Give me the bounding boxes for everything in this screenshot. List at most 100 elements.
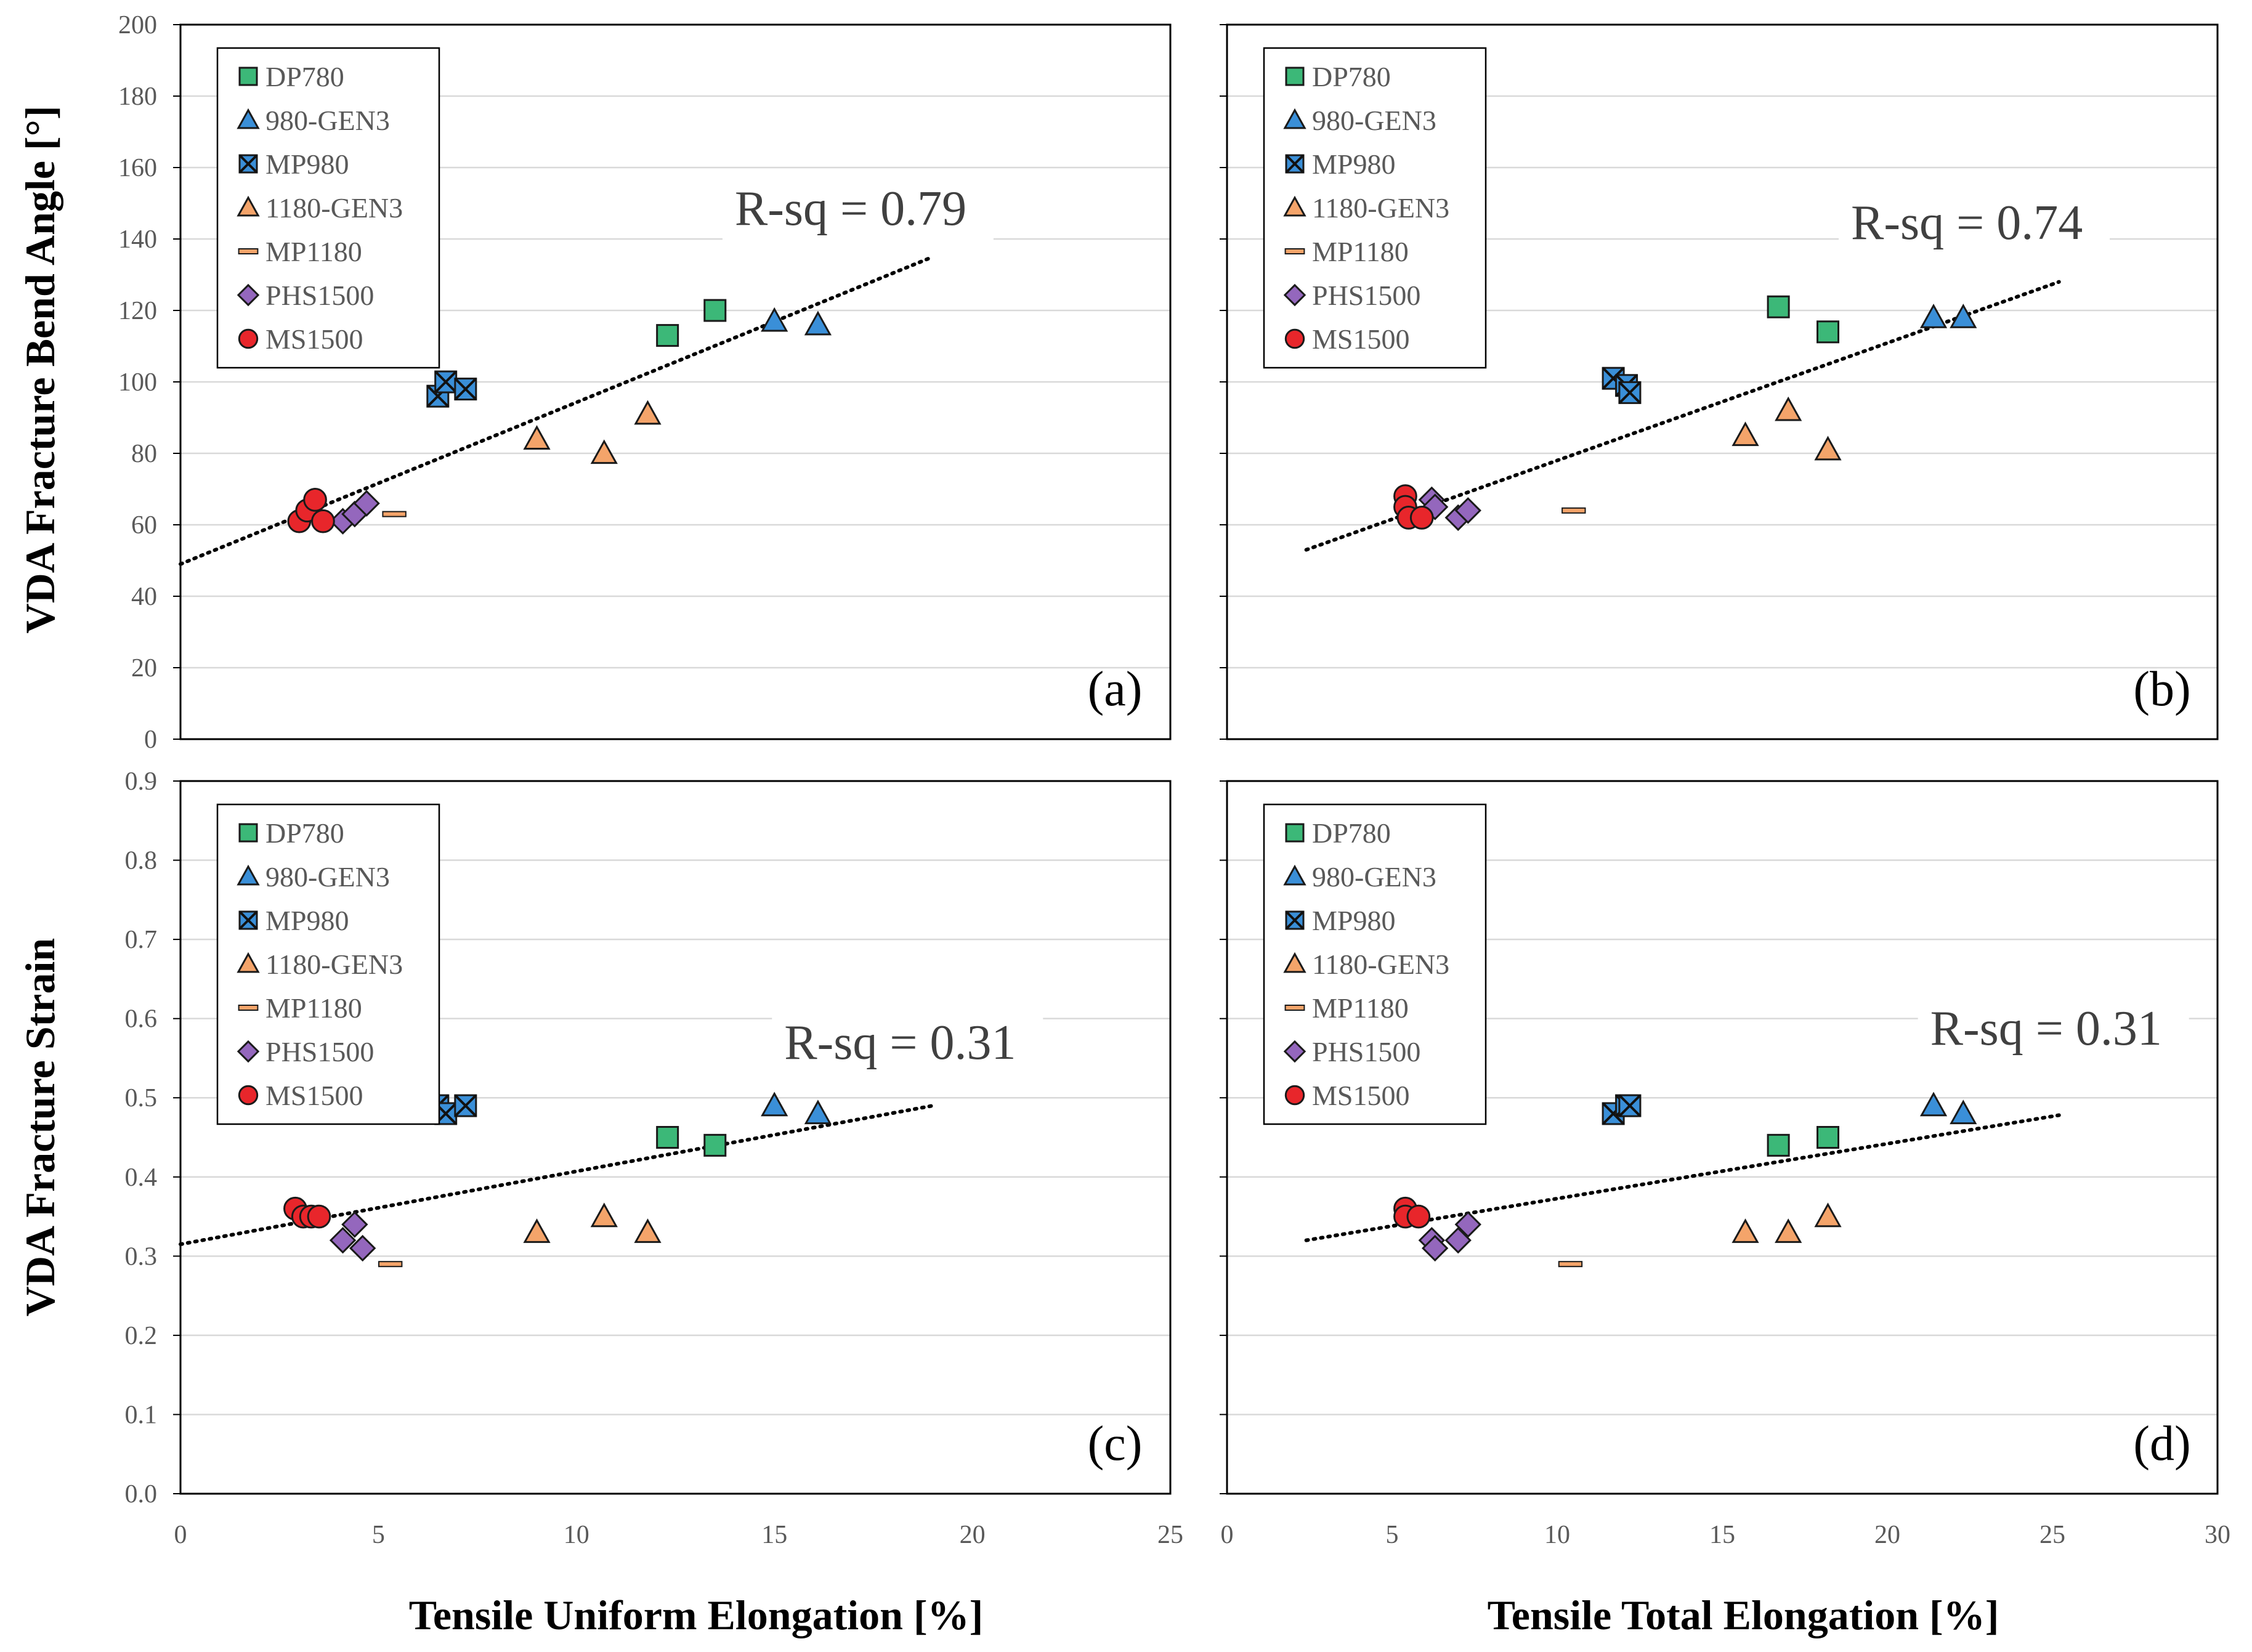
y-tick-label: 180 (118, 83, 157, 111)
data-point-MP980-cross (434, 370, 458, 394)
data-point-980-GEN3 (761, 307, 788, 332)
series-MS1500 (283, 1196, 331, 1229)
data-point-MS1500 (1409, 506, 1434, 530)
y-tick-label: 160 (118, 154, 157, 182)
series-MP980 (1602, 366, 1642, 404)
series-980-GEN3 (1919, 303, 1977, 328)
series-PHS1500 (1418, 486, 1481, 532)
data-point-MS1500 (1406, 1204, 1431, 1229)
legend-label: PHS1500 (1312, 1036, 1420, 1067)
series-MS1500 (1393, 1196, 1431, 1229)
x-tick-label: 20 (1874, 1521, 1900, 1549)
data-point-980-GEN3 (804, 310, 832, 336)
data-point-MP980 (454, 1094, 477, 1117)
y-tick-label: 80 (131, 440, 157, 468)
legend-marker-MS1500 (238, 1085, 259, 1106)
legend-label: 980-GEN3 (265, 861, 390, 893)
series-MP1180 (1561, 507, 1586, 514)
panel-label: (c) (1088, 1417, 1143, 1471)
data-point-PHS1500 (353, 490, 380, 517)
series-DP780 (1767, 1126, 1840, 1157)
x-tick-label: 5 (1386, 1521, 1399, 1549)
panel-label: (d) (2133, 1417, 2190, 1471)
series-980-GEN3 (761, 307, 832, 336)
legend-marker-MP980 (1285, 910, 1305, 930)
legend-label: 1180-GEN3 (1312, 949, 1449, 980)
legend-marker-PHS1500 (237, 283, 260, 307)
y-tick-label: 200 (118, 11, 157, 39)
y-tick-label: 0.9 (125, 767, 158, 796)
data-point-1180-GEN3 (1732, 1218, 1759, 1243)
y-tick-label: 120 (118, 297, 157, 325)
data-point-DP780 (1767, 295, 1790, 318)
legend-label: 980-GEN3 (1312, 861, 1436, 893)
legend-label: MP980 (265, 905, 349, 936)
legend-label: 1180-GEN3 (1312, 192, 1449, 224)
legend-marker-MP980-cross (1285, 910, 1305, 930)
data-point-PHS1500 (1454, 497, 1481, 524)
legend-marker-MS1500 (238, 328, 259, 349)
legend-marker-MP1180 (238, 1005, 259, 1011)
data-point-980-GEN3 (1919, 1091, 1948, 1117)
x-tick-label: 25 (1157, 1521, 1183, 1549)
data-point-1180-GEN3 (634, 400, 662, 425)
x-tick-label: 20 (960, 1521, 986, 1549)
legend: DP780 980-GEN3 MP980 1180-GEN3 MP1180 PHS1500… (216, 803, 440, 1125)
legend-label: DP780 (265, 61, 344, 92)
data-point-MS1500 (311, 509, 335, 533)
data-point-DP780 (656, 324, 679, 347)
legend-label: MS1500 (1312, 323, 1409, 355)
series-MP980 (1602, 1094, 1642, 1125)
data-point-980-GEN3 (1950, 1099, 1977, 1125)
x-axis-label-right: Tensile Total Elongation [%] (1488, 1592, 1999, 1638)
legend-marker-PHS1500 (1283, 1040, 1306, 1063)
legend-label: PHS1500 (1312, 280, 1420, 311)
y-tick-label: 0.6 (125, 1005, 158, 1034)
annotation-bg (1918, 997, 2189, 1064)
r-squared-annotation: R-sq = 0.74 (1851, 196, 2083, 250)
data-point-DP780 (1817, 1126, 1840, 1149)
y-tick-label: 0.3 (125, 1242, 158, 1271)
legend-marker-MP980-cross (238, 154, 258, 174)
series-1180-GEN3 (1732, 1202, 1842, 1243)
legend-label: PHS1500 (265, 280, 374, 311)
legend-label: MP1180 (265, 236, 362, 267)
data-point-1180-GEN3 (1814, 1202, 1842, 1228)
legend-marker-1180-GEN3 (1283, 195, 1306, 217)
series-1180-GEN3 (523, 400, 662, 464)
trendline (1304, 1113, 2061, 1242)
legend-label: PHS1500 (265, 1036, 374, 1067)
trendline (179, 1104, 935, 1247)
series-PHS1500 (329, 1211, 376, 1262)
data-point-1180-GEN3 (634, 1218, 662, 1243)
series-PHS1500 (1418, 1211, 1481, 1262)
y-tick-label: 140 (118, 225, 157, 254)
x-tick-label: 0 (174, 1521, 187, 1549)
legend-marker-DP780 (238, 823, 258, 843)
data-point-MP1180 (382, 511, 407, 517)
data-point-PHS1500 (341, 1211, 368, 1238)
x-tick-label: 5 (372, 1521, 385, 1549)
annotation-bg (772, 1011, 1043, 1078)
x-axis-label-left: Tensile Uniform Elongation [%] (409, 1592, 984, 1638)
series-980-GEN3 (761, 1091, 832, 1125)
y-axis-label-top: VDA Fracture Bend Angle [°] (17, 106, 63, 634)
y-tick-label: 0.7 (125, 926, 158, 954)
y-tick-label: 20 (131, 654, 157, 682)
legend-label: 1180-GEN3 (265, 192, 403, 224)
legend-marker-MP1180 (1284, 1005, 1305, 1011)
legend-label: 980-GEN3 (1312, 105, 1436, 136)
data-point-MP980 (454, 378, 477, 401)
y-tick-label: 100 (118, 368, 157, 397)
x-tick-label: 15 (1709, 1521, 1735, 1549)
legend-marker-MP980-cross (238, 910, 258, 930)
series-DP780 (1767, 295, 1840, 344)
data-point-1180-GEN3 (1775, 396, 1802, 421)
legend-label: MP980 (1312, 148, 1395, 180)
annotation-bg (722, 176, 994, 243)
data-point-PHS1500 (349, 1234, 376, 1262)
data-point-DP780 (656, 1126, 679, 1149)
data-point-PHS1500 (329, 1226, 357, 1254)
series-MP980 (426, 370, 477, 408)
data-point-1180-GEN3 (1732, 421, 1759, 447)
